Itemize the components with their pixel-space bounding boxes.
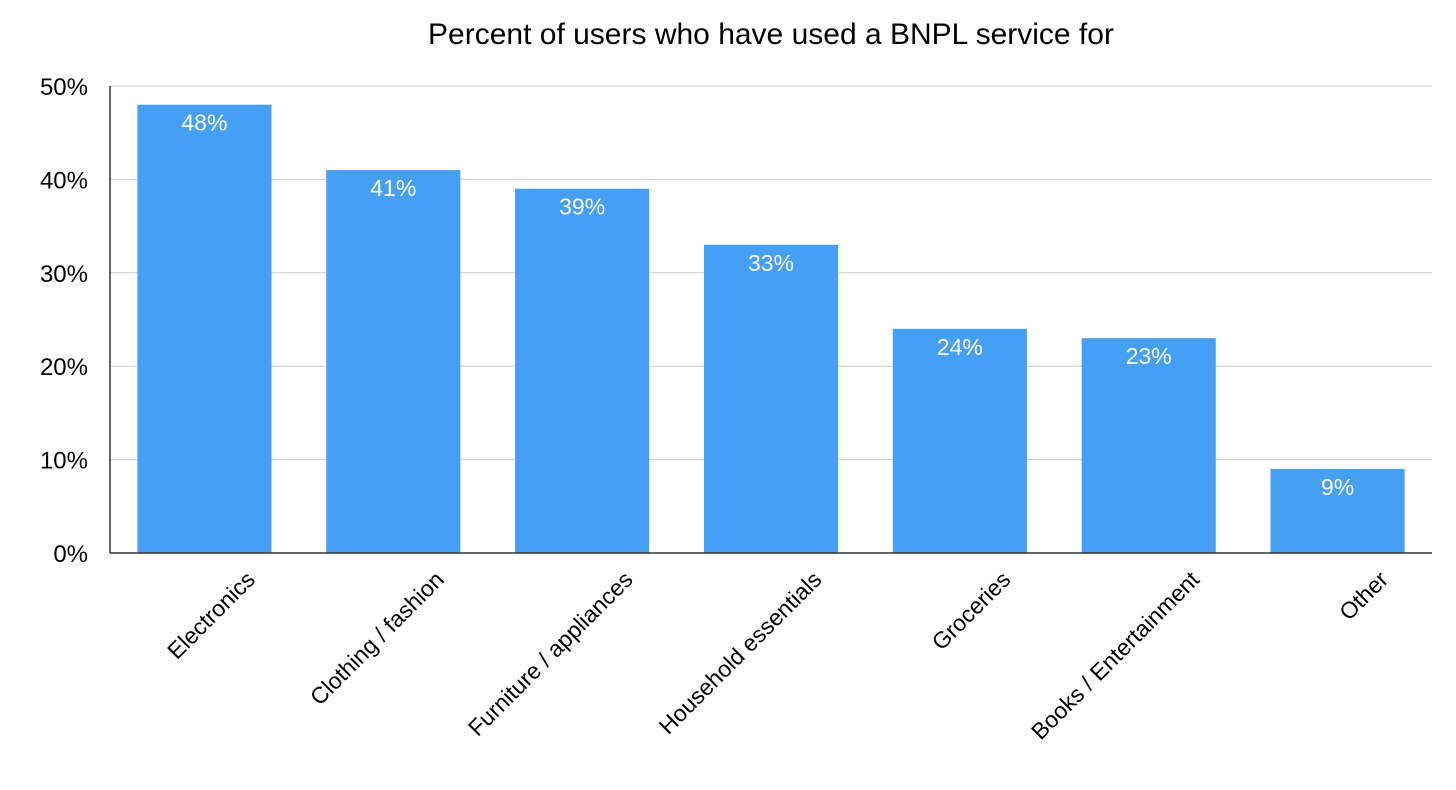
data-labels: 48% 41% 39% 33% 24% 23% 9%: [181, 110, 1354, 500]
x-tick-label: Furniture / appliances: [463, 566, 638, 741]
x-tick-label: Other: [1334, 566, 1393, 625]
data-label: 9%: [1321, 474, 1354, 500]
x-tick-label: Clothing / fashion: [305, 566, 449, 710]
x-tick-label: Groceries: [927, 566, 1016, 655]
bars: [137, 104, 1405, 554]
bar: [326, 170, 461, 553]
bar: [1081, 338, 1216, 553]
chart-title: Percent of users who have used a BNPL se…: [428, 18, 1114, 51]
x-tick-label: Household essentials: [654, 566, 827, 739]
y-tick-label: 0%: [53, 541, 88, 568]
data-label: 33%: [748, 250, 794, 276]
bar: [703, 244, 839, 553]
bar: [515, 188, 650, 554]
data-label: 39%: [559, 194, 605, 220]
y-tick-label: 30%: [40, 261, 88, 288]
axes: [109, 86, 1432, 554]
x-tick-label: Electronics: [162, 566, 260, 664]
data-label: 24%: [937, 334, 983, 360]
data-label: 48%: [181, 110, 227, 136]
bar: [137, 104, 272, 554]
data-label: 41%: [370, 175, 416, 201]
bar: [1270, 468, 1405, 553]
bar: [892, 328, 1027, 553]
y-axis-ticks: 0% 10% 20% 30% 40% 50%: [40, 74, 88, 568]
data-label: 23%: [1126, 343, 1172, 369]
y-tick-label: 40%: [40, 167, 88, 194]
y-tick-label: 50%: [40, 74, 88, 101]
y-tick-label: 20%: [40, 354, 88, 381]
y-tick-label: 10%: [40, 448, 88, 475]
x-tick-label: Books / Entertainment: [1026, 566, 1205, 745]
x-axis-ticks: Electronics Clothing / fashion Furniture /…: [162, 566, 1393, 745]
